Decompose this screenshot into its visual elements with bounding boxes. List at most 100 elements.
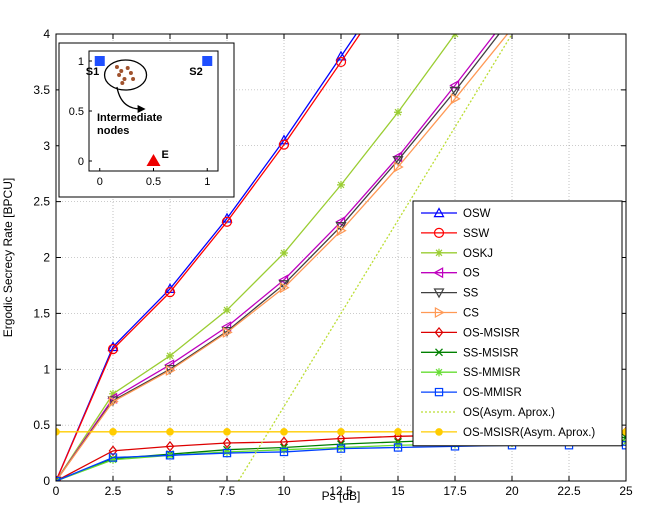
- y-tick-label: 4: [43, 27, 50, 41]
- legend-label: SSW: [463, 228, 489, 240]
- data-point: [223, 428, 231, 436]
- y-tick-label: 1: [43, 362, 50, 376]
- series-line: [56, 34, 500, 481]
- data-point: [335, 50, 347, 61]
- inset-x-tick-label: 1: [204, 176, 210, 188]
- x-axis: 0 2.5 5 7.5 10 12.5 15 17.5 20 22.5 25: [53, 34, 633, 498]
- y-tick-label: 0.5: [33, 418, 50, 432]
- series-line: [56, 34, 496, 481]
- x-tick-label: 20: [505, 484, 519, 498]
- series-line: [56, 34, 357, 481]
- legend-label: OSW: [463, 208, 491, 220]
- series-line: [237, 34, 513, 481]
- data-point: [166, 351, 174, 360]
- data-point: [336, 225, 347, 237]
- eavesdropper-triangle-icon: [146, 154, 161, 166]
- s1-label: S1: [86, 66, 99, 78]
- data-point: [109, 389, 117, 398]
- plot-frame: [55, 33, 627, 482]
- data-point: [165, 451, 175, 460]
- intermediate-node: [122, 77, 127, 81]
- legend-marker: [435, 368, 443, 377]
- legend-entry: OS-MMISR: [421, 387, 522, 399]
- data-point: [622, 428, 626, 436]
- s2-square-icon: [202, 56, 213, 66]
- inset-x-tick-label: 0.5: [146, 176, 161, 188]
- legend-marker: [435, 428, 443, 436]
- arrow-head-icon: [137, 105, 146, 113]
- data-point: [109, 428, 117, 436]
- data-point: [393, 443, 403, 452]
- legend-entry: SS-MSISR: [421, 347, 519, 359]
- x-tick-label: 5: [167, 484, 174, 498]
- data-point: [335, 56, 347, 68]
- legend-marker: [433, 267, 444, 279]
- data-point: [164, 287, 176, 298]
- data-point: [393, 161, 404, 173]
- data-point: [280, 445, 288, 454]
- legend-entry: OS-MSISR(Asym. Aprox.): [421, 427, 595, 439]
- intermediate-nodes-label-2: nodes: [97, 125, 129, 137]
- inset-frame: [88, 50, 219, 172]
- series-ssw: [56, 34, 361, 481]
- legend-marker: [433, 227, 445, 238]
- y-tick-label: 3: [43, 139, 50, 153]
- legend-entry: SS: [421, 288, 479, 300]
- data-point: [223, 306, 231, 315]
- data-point: [222, 448, 232, 458]
- legend-entry: OS-MSISR: [421, 326, 520, 339]
- data-point: [280, 249, 288, 258]
- series-cs: [56, 34, 509, 481]
- data-point: [222, 437, 232, 449]
- legend-marker: [433, 207, 445, 218]
- data-point: [107, 344, 119, 355]
- legend-entry: SSW: [421, 227, 489, 240]
- data-point: [450, 93, 461, 105]
- y-tick-label: 2.5: [33, 195, 50, 209]
- legend-label: OS(Asym. Aprox.): [463, 407, 555, 419]
- data-point: [336, 433, 346, 444]
- data-point: [394, 108, 402, 117]
- series-os-asym-aprox: [237, 34, 513, 481]
- data-point: [279, 447, 289, 457]
- data-point: [337, 443, 345, 452]
- data-point: [279, 282, 290, 294]
- x-tick-label: 2.5: [105, 484, 122, 498]
- inset-x-tick-label: 0: [97, 176, 103, 188]
- eavesdropper-label: E: [162, 149, 169, 161]
- y-axis: 0 0.5 1 1.5 2 2.5 3 3.5 4: [33, 27, 626, 488]
- legend-marker: [434, 326, 444, 338]
- legend-entry: SS-MMISR: [421, 367, 521, 379]
- inset-y-tick-label: 0: [78, 156, 84, 168]
- legend-marker: [433, 288, 445, 299]
- x-tick-label: 17.5: [443, 484, 467, 498]
- data-point: [221, 216, 233, 227]
- inset-y-tick-label: 1: [78, 56, 84, 68]
- legend-entry: OSW: [421, 207, 491, 220]
- series-line: [56, 34, 509, 481]
- x-tick-label: 10: [277, 484, 291, 498]
- data-point: [280, 428, 288, 436]
- data-point: [223, 447, 231, 456]
- s2-label: S2: [189, 66, 202, 78]
- legend-label: OSKJ: [463, 248, 493, 260]
- legend-entry: OS(Asym. Aprox.): [421, 407, 555, 419]
- intermediate-node: [131, 77, 136, 81]
- series-oskj: [56, 34, 459, 481]
- series-line: [56, 34, 361, 481]
- data-point: [392, 156, 404, 167]
- arrow-line: [116, 86, 141, 110]
- data-point: [108, 453, 118, 462]
- intermediate-node: [117, 73, 122, 77]
- legend-marker: [435, 348, 443, 357]
- intermediate-node: [114, 65, 119, 69]
- data-point: [165, 440, 175, 452]
- intermediate-node: [120, 81, 125, 85]
- legend-label: OS-MMISR: [463, 387, 522, 399]
- y-axis-label: Ergodic Secrecy Rate [BPCU]: [1, 178, 15, 337]
- data-point: [337, 180, 345, 189]
- legend-marker: [435, 248, 443, 257]
- legend-entry: OS: [421, 267, 480, 280]
